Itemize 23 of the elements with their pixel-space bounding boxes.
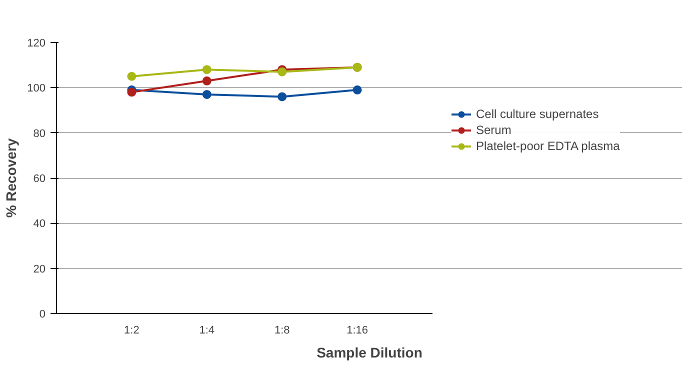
point bbox=[278, 92, 287, 102]
x-tick-label: 1:2 bbox=[124, 324, 140, 336]
legend-label: Cell culture supernates bbox=[476, 107, 599, 121]
point bbox=[202, 76, 212, 86]
x-tick-label: 1:8 bbox=[274, 324, 290, 336]
legend-label: Platelet-poor EDTA plasma bbox=[476, 139, 620, 153]
y-tick-label: 40 bbox=[33, 218, 46, 230]
point bbox=[352, 85, 362, 94]
y-tick-label: 0 bbox=[39, 308, 46, 320]
y-tick-label: 60 bbox=[33, 173, 46, 185]
y-tick-label: 20 bbox=[33, 263, 46, 276]
x-tick-label: 1:4 bbox=[199, 324, 215, 336]
y-axis-title: % Recovery bbox=[3, 138, 20, 218]
point bbox=[202, 90, 212, 99]
point bbox=[127, 88, 136, 97]
y-tick-label: 80 bbox=[33, 128, 46, 140]
point bbox=[127, 72, 136, 81]
x-axis-title: Sample Dilution bbox=[316, 344, 422, 360]
x-tick-label: 1:16 bbox=[346, 324, 368, 336]
legend-label: Serum bbox=[476, 123, 512, 137]
y-tick-label: 120 bbox=[27, 38, 46, 50]
point bbox=[202, 65, 212, 74]
y-tick-label: 100 bbox=[27, 82, 46, 95]
